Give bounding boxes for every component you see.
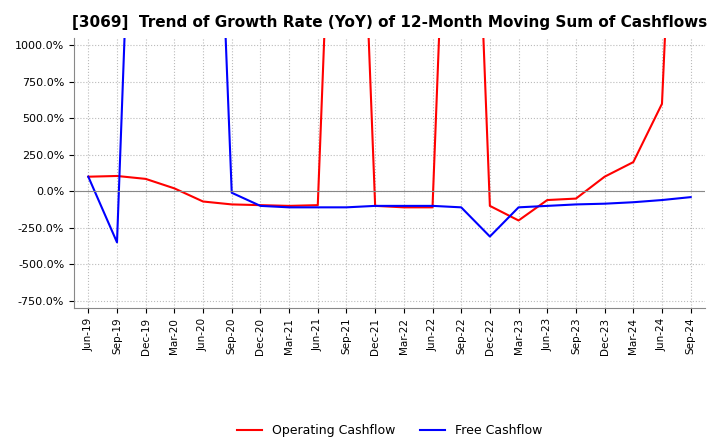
Free Cashflow	[371, 203, 379, 209]
Operating Cashflow	[256, 202, 265, 208]
Free Cashflow	[428, 203, 437, 209]
Operating Cashflow	[84, 174, 93, 180]
Operating Cashflow	[629, 159, 638, 165]
Free Cashflow	[84, 174, 93, 180]
Free Cashflow	[600, 201, 609, 206]
Operating Cashflow	[657, 101, 666, 106]
Free Cashflow	[256, 203, 265, 209]
Free Cashflow	[629, 200, 638, 205]
Free Cashflow	[228, 190, 236, 195]
Free Cashflow	[112, 240, 121, 245]
Operating Cashflow	[371, 203, 379, 209]
Free Cashflow	[572, 202, 580, 207]
Free Cashflow	[543, 203, 552, 209]
Operating Cashflow	[572, 196, 580, 201]
Free Cashflow	[285, 205, 294, 210]
Operating Cashflow	[170, 186, 179, 191]
Operating Cashflow	[428, 205, 437, 210]
Operating Cashflow	[199, 199, 207, 204]
Free Cashflow	[514, 205, 523, 210]
Operating Cashflow	[400, 205, 408, 210]
Operating Cashflow	[313, 202, 322, 208]
Operating Cashflow	[112, 173, 121, 179]
Title: [3069]  Trend of Growth Rate (YoY) of 12-Month Moving Sum of Cashflows: [3069] Trend of Growth Rate (YoY) of 12-…	[72, 15, 707, 30]
Free Cashflow	[400, 203, 408, 209]
Free Cashflow	[313, 205, 322, 210]
Operating Cashflow	[543, 198, 552, 203]
Free Cashflow	[457, 205, 466, 210]
Legend: Operating Cashflow, Free Cashflow: Operating Cashflow, Free Cashflow	[232, 419, 547, 440]
Operating Cashflow	[228, 202, 236, 207]
Operating Cashflow	[485, 203, 494, 209]
Line: Free Cashflow: Free Cashflow	[89, 0, 690, 242]
Line: Operating Cashflow: Operating Cashflow	[89, 0, 690, 220]
Free Cashflow	[485, 234, 494, 239]
Operating Cashflow	[285, 203, 294, 209]
Free Cashflow	[686, 194, 695, 200]
Operating Cashflow	[514, 218, 523, 223]
Free Cashflow	[342, 205, 351, 210]
Operating Cashflow	[600, 174, 609, 180]
Operating Cashflow	[141, 176, 150, 182]
Free Cashflow	[657, 198, 666, 203]
